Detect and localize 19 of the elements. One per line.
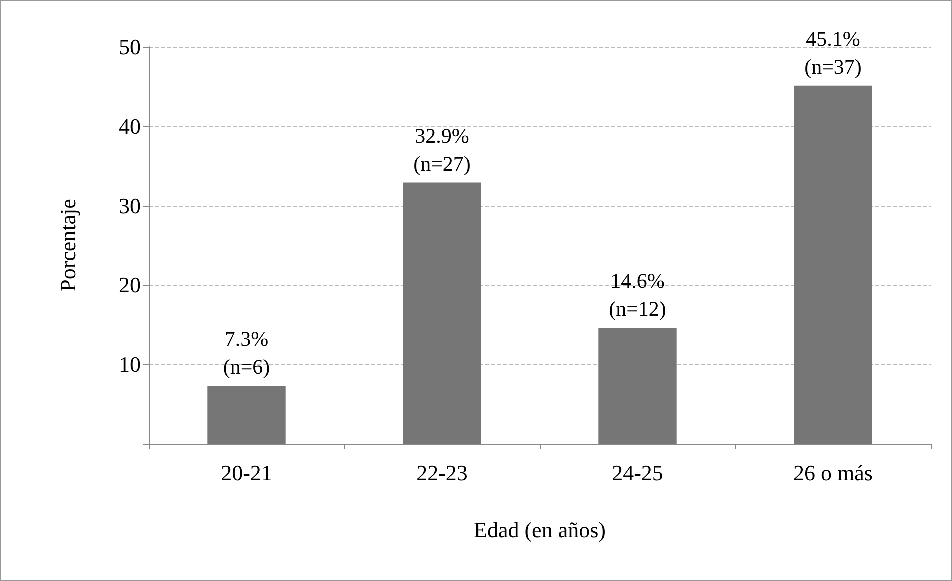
y-tick-label: 40	[119, 114, 141, 139]
data-label: 32.9% (n=27)	[414, 124, 471, 176]
x-tick-label: 20-21	[221, 460, 272, 486]
x-tick-label: 22-23	[416, 460, 468, 486]
y-tick-label: 30	[119, 193, 141, 218]
data-label: 14.6% (n=12)	[609, 269, 666, 322]
bar	[598, 328, 677, 444]
bar	[403, 182, 482, 444]
bar	[208, 386, 286, 444]
x-axis-title: Edad (en años)	[474, 518, 606, 542]
bar	[794, 86, 872, 444]
y-tick-label: 50	[119, 34, 141, 60]
data-label: 7.3% (n=6)	[223, 327, 270, 380]
x-tick-label: 24-25	[612, 460, 664, 486]
y-tick-label: 10	[119, 352, 141, 378]
x-tick-label: 26 o más	[794, 460, 873, 486]
y-tick-label: 20	[119, 272, 141, 298]
data-label: 45.1% (n=37)	[804, 26, 862, 79]
y-axis-title: Porcentaje	[56, 199, 80, 292]
